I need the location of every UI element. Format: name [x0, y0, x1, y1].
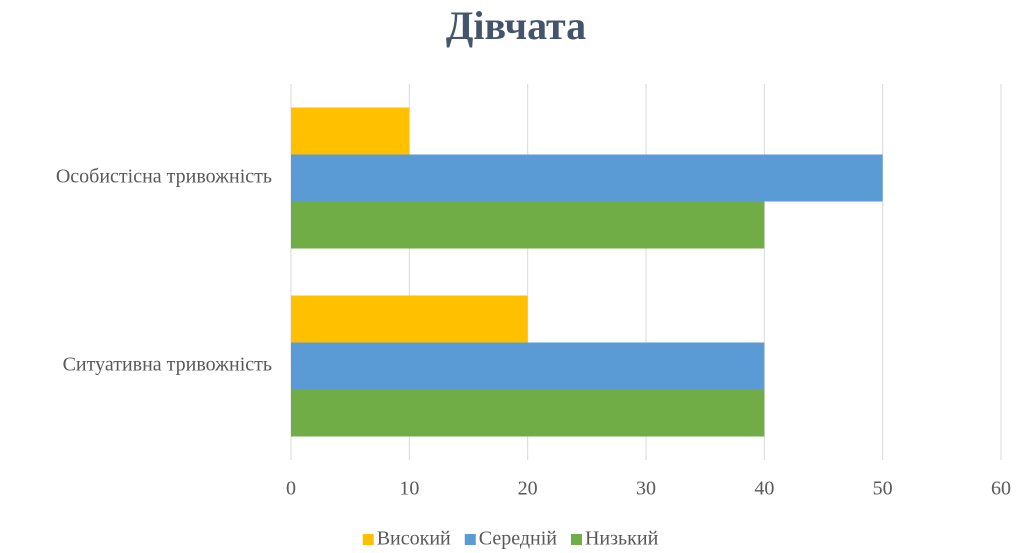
bar: [291, 107, 410, 155]
x-tick-label: 40: [754, 478, 774, 500]
x-tick-label: 50: [873, 478, 893, 500]
x-tick-label: 20: [518, 478, 538, 500]
chart-title: Дівчата: [446, 3, 586, 48]
bar: [291, 295, 528, 343]
bar: [291, 342, 765, 390]
legend-label: Високий: [377, 528, 451, 550]
bar: [291, 154, 883, 202]
y-tick-label: Ситуативна тривожність: [63, 354, 272, 376]
x-tick-label: 10: [399, 478, 419, 500]
y-tick-label: Особистісна тривожність: [56, 166, 272, 188]
legend-swatch: [464, 534, 476, 545]
x-tick-label: 60: [991, 478, 1011, 500]
legend-label: Середній: [479, 528, 558, 550]
legend-label: Низький: [585, 528, 659, 550]
bar: [291, 201, 765, 249]
legend-swatch: [362, 534, 374, 545]
bar: [291, 389, 765, 437]
legend-swatch: [570, 534, 582, 545]
x-tick-label: 0: [286, 478, 296, 500]
x-tick-label: 30: [636, 478, 656, 500]
